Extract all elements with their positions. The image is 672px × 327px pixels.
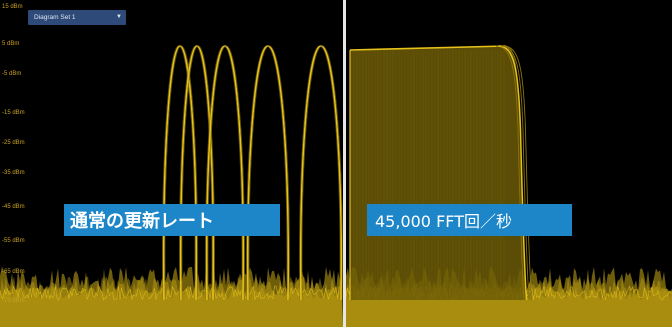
spectrum-peak bbox=[246, 45, 290, 301]
plateau-falling-edge bbox=[495, 45, 525, 301]
plateau-falling-edge bbox=[500, 45, 530, 301]
spectrum-peak bbox=[179, 45, 215, 301]
peak-trace bbox=[299, 45, 343, 301]
spectrum-peak bbox=[299, 45, 343, 301]
peak-trace bbox=[246, 45, 290, 301]
spectrum-plateau bbox=[349, 45, 532, 301]
y-axis-label: -45 dBm bbox=[2, 204, 25, 210]
spectrum-plot-fast bbox=[346, 45, 672, 327]
spectrum-panel-fast bbox=[346, 0, 672, 327]
chevron-down-icon: ▼ bbox=[116, 14, 122, 20]
spectrum-peak bbox=[205, 45, 245, 301]
y-axis-label: -15 dBm bbox=[2, 110, 25, 116]
noise-floor-layer bbox=[0, 266, 343, 327]
y-axis-label: 5 dBm bbox=[2, 41, 20, 47]
y-axis-label: -35 dBm bbox=[2, 170, 25, 176]
y-axis-label: -65 dBm bbox=[2, 269, 25, 275]
peak-trace bbox=[181, 45, 215, 301]
plateau-top-edge bbox=[349, 45, 507, 51]
spectrum-peak bbox=[162, 45, 198, 301]
diagram-set-label: Diagram Set 1 bbox=[34, 14, 76, 21]
y-axis-label: -5 dBm bbox=[2, 71, 22, 77]
caption-fft-rate: 45,000 FFT回／秒 bbox=[367, 204, 572, 236]
spectrum-panel-normal bbox=[0, 45, 343, 327]
peak-trace bbox=[248, 45, 290, 301]
panel-divider bbox=[343, 0, 346, 327]
peak-trace bbox=[207, 45, 245, 301]
peak-trace bbox=[164, 45, 198, 301]
diagram-set-dropdown[interactable]: Diagram Set 1 ▼ bbox=[28, 10, 126, 25]
plateau-falling-edge bbox=[503, 45, 532, 301]
noise-floor-trace bbox=[0, 285, 343, 301]
y-axis-label: -55 dBm bbox=[2, 238, 25, 244]
y-axis-label: 15 dBm bbox=[2, 4, 23, 10]
noise-floor-normal bbox=[0, 266, 343, 327]
spectrum-plot-normal bbox=[0, 45, 343, 327]
caption-normal-update-rate: 通常の更新レート bbox=[64, 204, 280, 236]
peak-trace bbox=[301, 45, 343, 301]
plateau-falling-edge bbox=[498, 45, 528, 301]
y-axis-label: -75 dBm bbox=[2, 298, 25, 304]
y-axis-label: -25 dBm bbox=[2, 140, 25, 146]
